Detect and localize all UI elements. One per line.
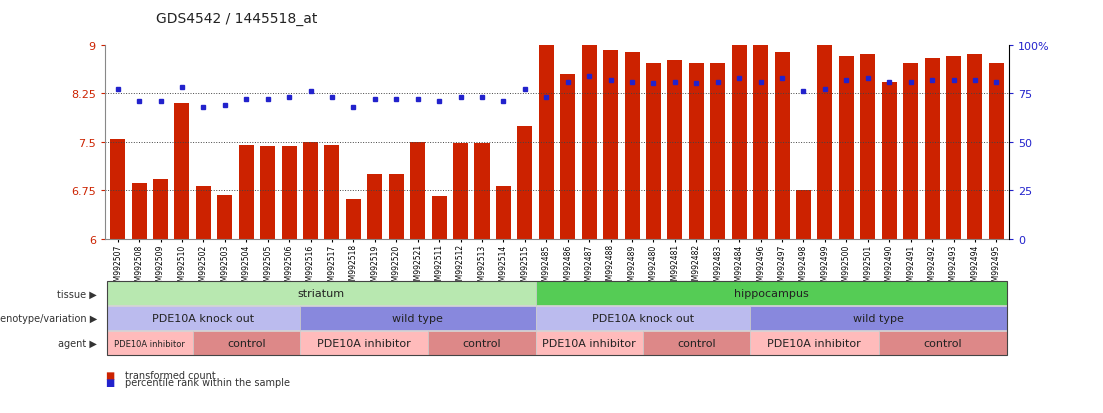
Text: percentile rank within the sample: percentile rank within the sample	[125, 377, 290, 387]
Bar	[388, 175, 404, 240]
Text: wild type: wild type	[853, 313, 904, 323]
Bar	[538, 45, 554, 240]
Bar	[753, 44, 768, 240]
Bar	[667, 61, 683, 240]
Text: PDE10A inhibitor: PDE10A inhibitor	[768, 338, 861, 348]
Bar	[217, 195, 233, 240]
Text: control: control	[923, 338, 962, 348]
Bar	[967, 55, 983, 240]
Text: PDE10A knock out: PDE10A knock out	[152, 313, 255, 323]
Text: control: control	[462, 338, 501, 348]
Bar	[817, 42, 833, 240]
Bar	[410, 142, 425, 240]
Bar	[281, 146, 297, 240]
Bar	[431, 196, 447, 240]
Text: agent ▶: agent ▶	[58, 338, 97, 348]
Text: transformed count: transformed count	[125, 370, 215, 380]
Bar	[903, 64, 918, 240]
Text: striatum: striatum	[298, 289, 345, 299]
Bar	[646, 64, 661, 240]
Bar	[367, 175, 383, 240]
Bar	[860, 55, 876, 240]
Bar	[517, 126, 533, 240]
Bar	[238, 146, 254, 240]
Bar	[303, 142, 318, 240]
Bar	[710, 64, 726, 240]
Bar	[774, 53, 790, 240]
Bar	[110, 139, 125, 240]
Bar	[153, 180, 168, 240]
Text: genotype/variation ▶: genotype/variation ▶	[0, 313, 97, 323]
Text: tissue ▶: tissue ▶	[57, 289, 97, 299]
Bar	[689, 64, 704, 240]
Bar	[260, 146, 275, 240]
Text: PDE10A inhibitor: PDE10A inhibitor	[318, 338, 411, 348]
Text: PDE10A inhibitor: PDE10A inhibitor	[115, 339, 185, 348]
Bar	[603, 51, 618, 240]
Bar	[731, 45, 747, 240]
Bar	[560, 74, 576, 240]
Text: PDE10A knock out: PDE10A knock out	[591, 313, 694, 323]
Bar	[624, 53, 640, 240]
Bar	[496, 187, 511, 240]
Bar	[946, 57, 961, 240]
Bar	[131, 183, 147, 240]
Text: PDE10A inhibitor: PDE10A inhibitor	[543, 338, 636, 348]
Text: ■: ■	[105, 370, 114, 380]
Bar	[796, 191, 811, 240]
Bar	[174, 104, 190, 240]
Bar	[581, 42, 597, 240]
Bar	[881, 83, 897, 240]
Bar	[453, 144, 468, 240]
Text: control: control	[227, 338, 266, 348]
Bar	[346, 199, 361, 240]
Text: ■: ■	[105, 377, 114, 387]
Bar	[989, 64, 1004, 240]
Bar	[839, 57, 854, 240]
Text: hippocampus: hippocampus	[733, 289, 808, 299]
Text: GDS4542 / 1445518_at: GDS4542 / 1445518_at	[157, 12, 318, 26]
Text: wild type: wild type	[393, 313, 443, 323]
Bar	[474, 144, 490, 240]
Text: control: control	[677, 338, 716, 348]
Bar	[924, 58, 940, 240]
Bar	[324, 146, 340, 240]
Bar	[196, 187, 211, 240]
